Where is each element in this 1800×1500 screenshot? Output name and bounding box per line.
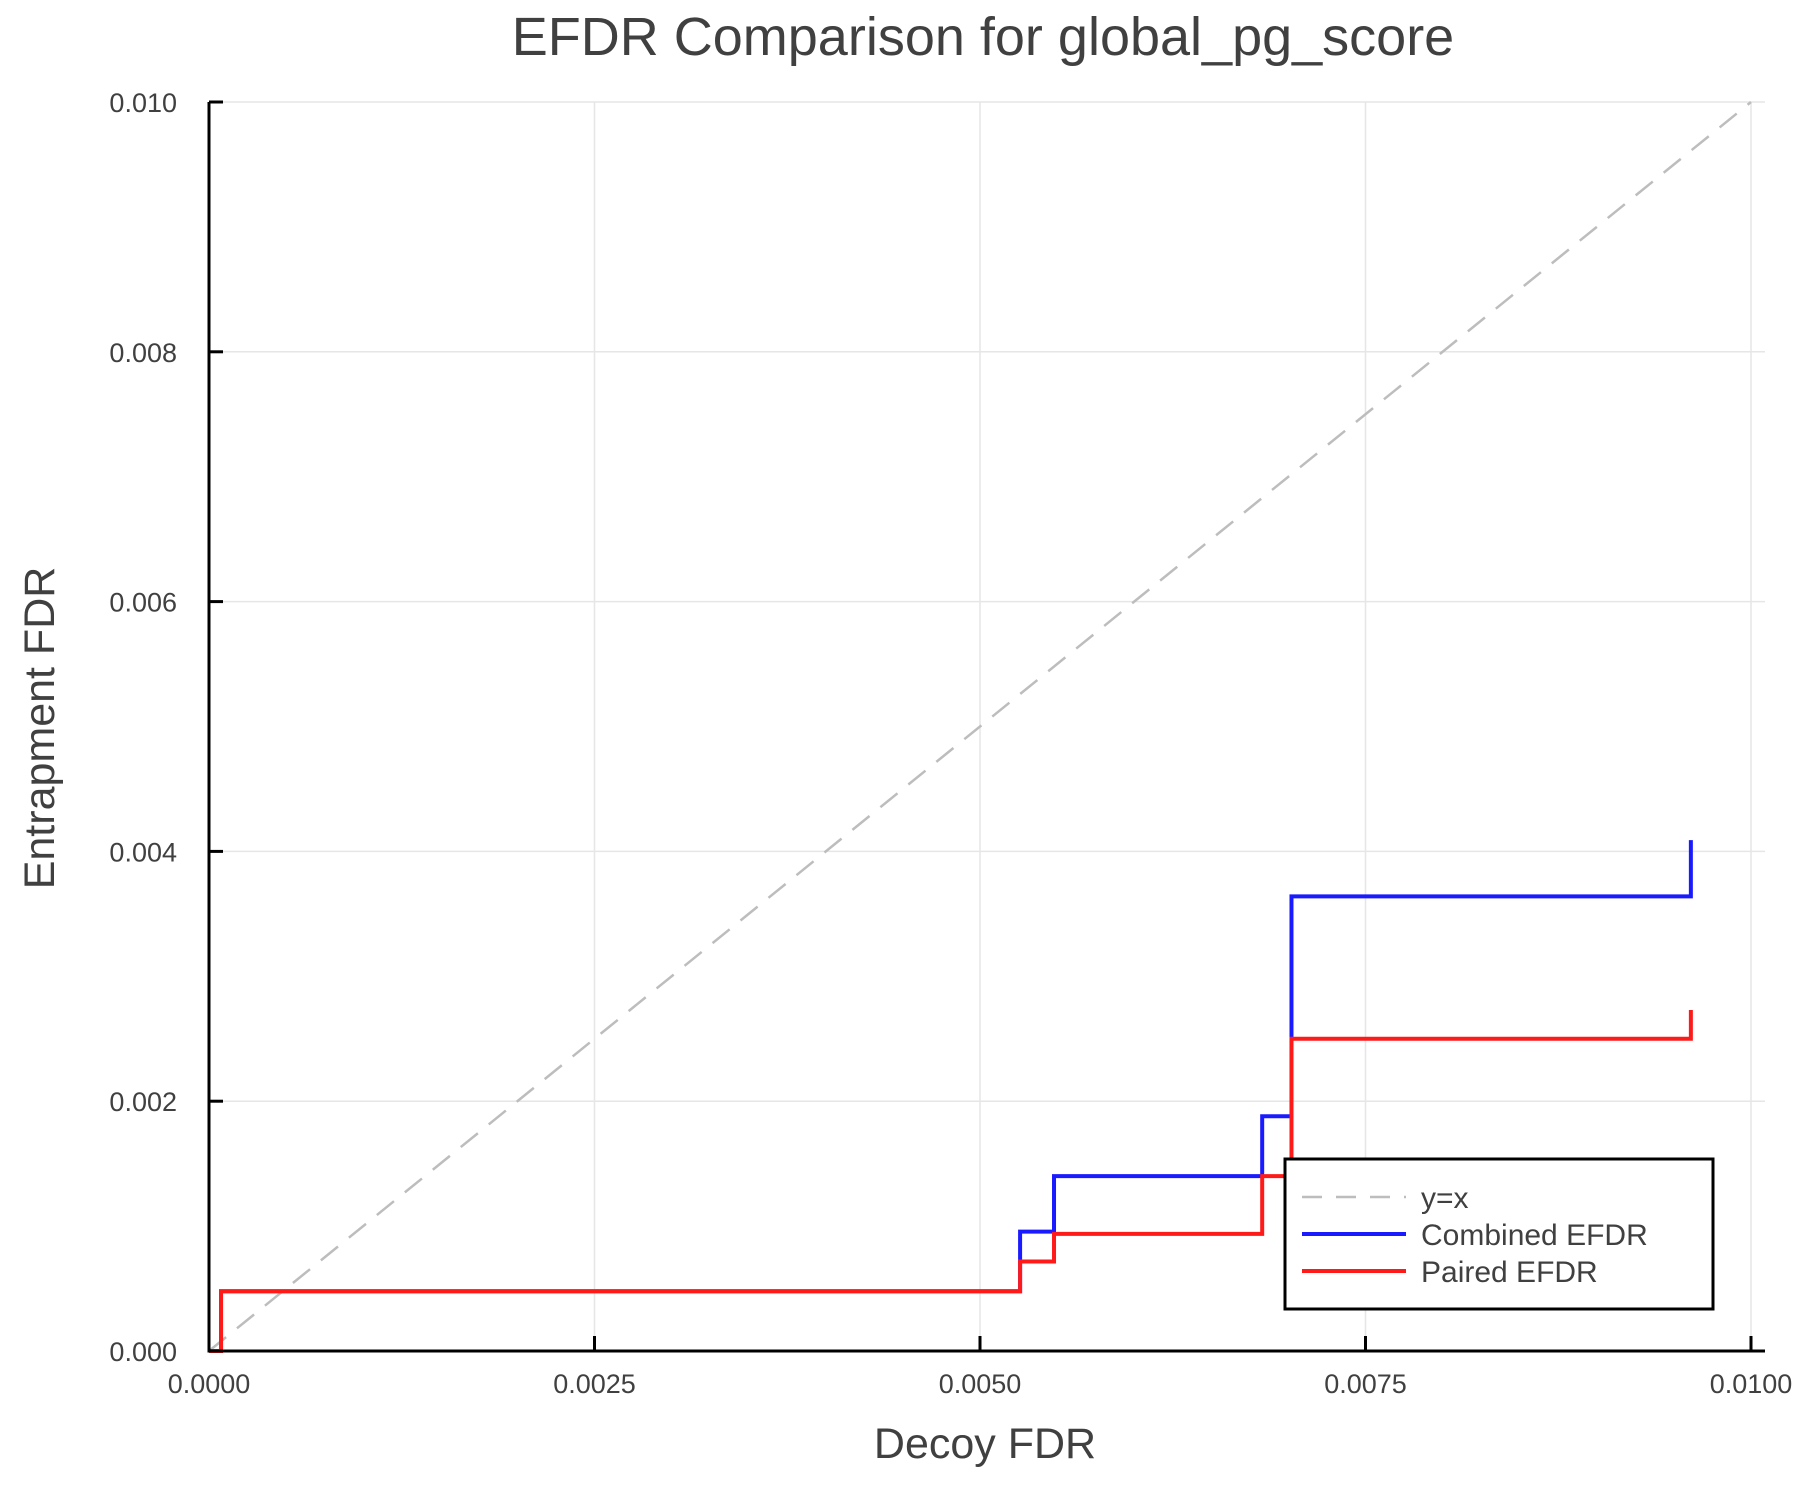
legend: y=x Combined EFDR Paired EFDR <box>1283 1157 1715 1311</box>
y-tick-label: 0.000 <box>109 1337 177 1367</box>
series-line-y-x <box>208 101 1752 1352</box>
x-tick-label: 0.0075 <box>1324 1369 1407 1399</box>
y-tick-label: 0.008 <box>109 338 177 368</box>
x-tick-label: 0.0050 <box>939 1369 1022 1399</box>
y-axis-label: Entrapment FDR <box>16 567 64 890</box>
series-line-paired-efdr <box>209 1010 1693 1353</box>
y-tick-label: 0.006 <box>109 588 177 618</box>
legend-label: Paired EFDR <box>1421 1256 1598 1289</box>
x-axis-label: Decoy FDR <box>874 1420 1096 1468</box>
chart-title: EFDR Comparison for global_pg_score <box>512 7 1454 67</box>
x-tick-label: 0.0100 <box>1710 1369 1793 1399</box>
x-tick-label: 0.0025 <box>553 1369 636 1399</box>
y-tick-label: 0.004 <box>109 837 177 867</box>
legend-label: y=x <box>1421 1182 1469 1215</box>
y-tick-label: 0.002 <box>109 1087 177 1117</box>
x-tick-label: 0.0000 <box>168 1369 251 1399</box>
legend-label: Combined EFDR <box>1421 1219 1648 1252</box>
series-group <box>208 101 1752 1353</box>
y-tick-label: 0.010 <box>109 88 177 118</box>
axes: 0.0000 0.0025 0.0050 0.0075 0.0100 0.000 0.002… <box>109 88 1792 1399</box>
